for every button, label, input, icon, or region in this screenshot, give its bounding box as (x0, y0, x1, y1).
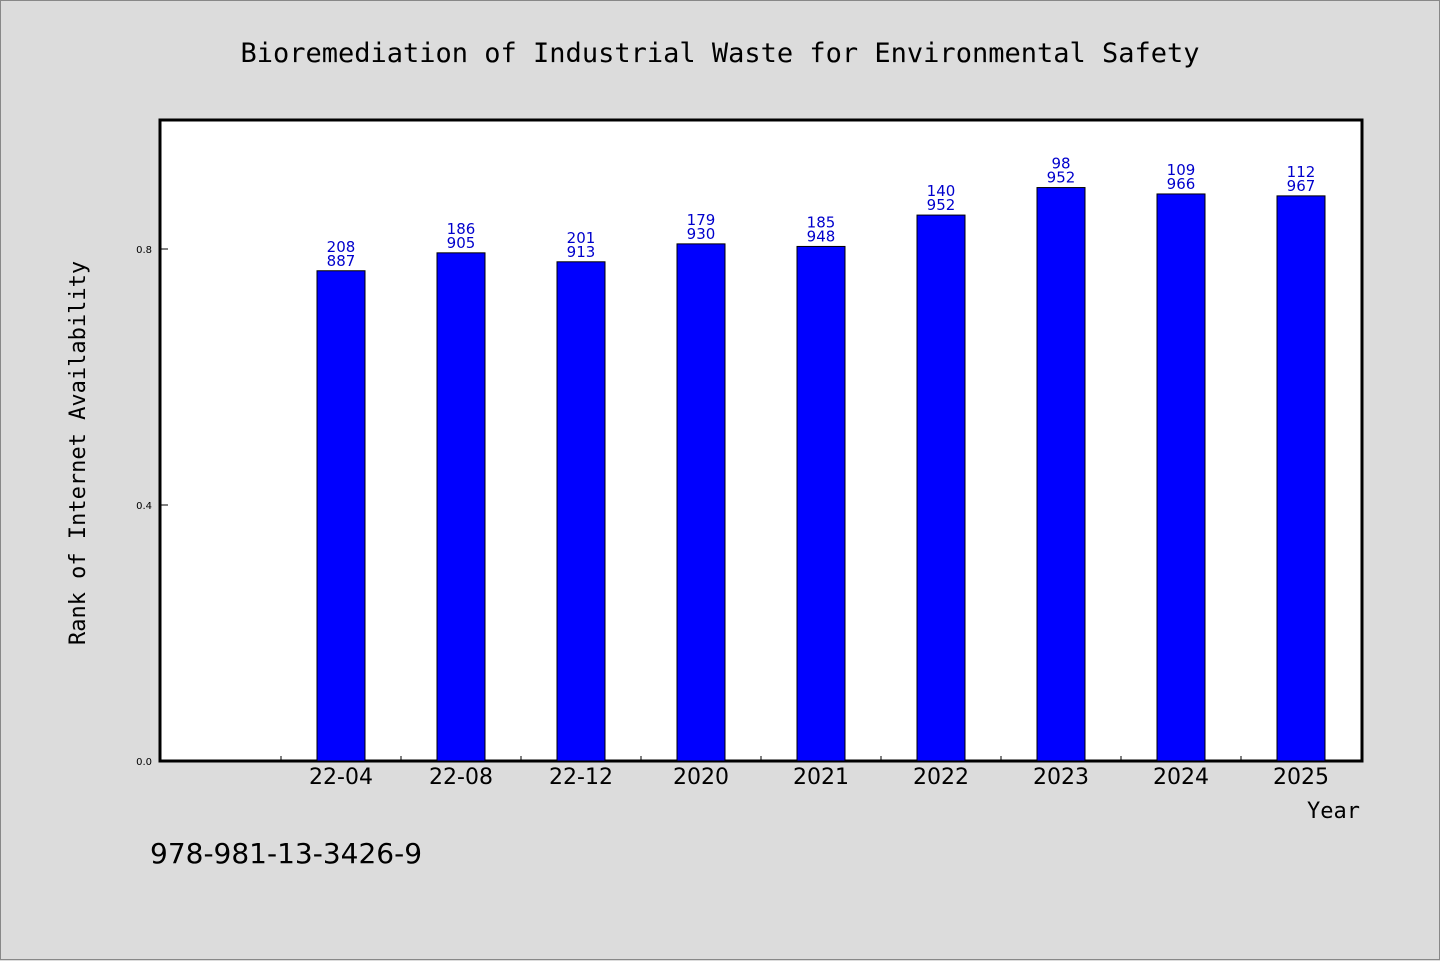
x-tick-label: 22-04 (309, 765, 373, 790)
x-tick-label: 2021 (793, 765, 849, 790)
chart-title: Bioremediation of Industrial Waste for E… (240, 38, 1199, 69)
x-tick-label: 22-08 (429, 765, 493, 790)
x-tick-label: 2023 (1033, 765, 1089, 790)
bar-label-bottom: 966 (1167, 175, 1196, 193)
bar-label-bottom: 952 (1047, 169, 1076, 187)
y-tick-label: 0.8 (136, 245, 152, 256)
bar (556, 261, 606, 762)
bar (916, 214, 966, 762)
bar (1276, 195, 1326, 762)
bar-label-top: 109 (1167, 161, 1196, 179)
bar-label-top: 208 (327, 238, 356, 256)
bar-label-top: 98 (1051, 155, 1070, 173)
bar-label-top: 140 (927, 182, 956, 200)
bar-label-top: 179 (687, 211, 716, 229)
bar-label-bottom: 952 (927, 196, 956, 214)
x-axis-label: Year (1307, 799, 1360, 824)
y-axis-ticks: 0.0 0.4 0.8 (136, 245, 168, 768)
bar (436, 252, 486, 762)
bar-label-top: 185 (807, 213, 836, 231)
bar (796, 245, 846, 762)
bar-label-bottom: 887 (327, 252, 356, 270)
bar (1036, 187, 1086, 762)
y-tick-label: 0.4 (136, 501, 152, 512)
x-tick-label: 2022 (913, 765, 969, 790)
bar-label-top: 186 (447, 220, 476, 238)
bar-label-bottom: 967 (1287, 177, 1316, 195)
y-tick-label: 0.0 (136, 757, 152, 768)
x-tick-label: 22-12 (549, 765, 613, 790)
x-axis-ticks: 22-04 22-08 22-12 2020 2021 2022 2023 2024 2025 (280, 756, 1362, 790)
x-tick-label: 2025 (1273, 765, 1329, 790)
bar-label-bottom: 905 (447, 234, 476, 252)
bar (1156, 193, 1206, 762)
bar-label-top: 112 (1287, 163, 1316, 181)
bar-label-top: 201 (567, 229, 596, 247)
isbn-footer: 978-981-13-3426-9 (150, 837, 422, 870)
y-axis-label: Rank of Internet Availability (66, 261, 91, 645)
bar-label-bottom: 913 (567, 243, 596, 261)
x-tick-label: 2024 (1153, 765, 1209, 790)
x-tick-label: 2020 (673, 765, 729, 790)
bar-label-bottom: 948 (807, 227, 836, 245)
bar (676, 243, 726, 762)
bar (316, 270, 366, 762)
bar-label-bottom: 930 (687, 225, 716, 243)
